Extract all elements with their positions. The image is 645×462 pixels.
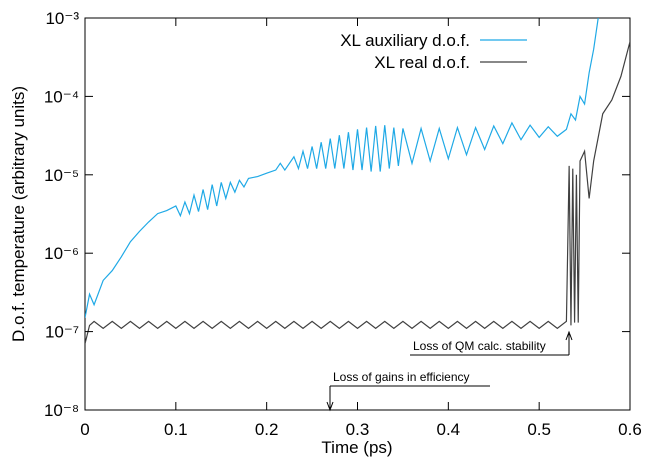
y-tick-label: 10⁻⁶ [44,244,79,263]
y-tick-label: 10⁻⁸ [44,401,79,420]
y-tick-label: 10⁻³ [45,9,79,28]
plot-area [85,18,630,344]
x-tick-label: 0.3 [346,420,370,439]
y-tick-label: 10⁻⁵ [44,166,79,185]
annotation-arrowhead [565,330,573,341]
x-tick-label: 0.4 [437,420,461,439]
data-line [85,18,599,318]
x-tick-label: 0.6 [618,420,642,439]
annotation-arrowhead [326,401,334,412]
x-tick-label: 0.5 [527,420,551,439]
legend-label: XL real d.o.f. [374,53,470,72]
y-tick-label: 10⁻⁴ [44,87,79,106]
y-tick-label: 10⁻⁷ [45,323,79,342]
annotation-text: Loss of gains in efficiency [333,370,470,384]
y-axis-label: D.o.f. temperature (arbitrary units) [9,86,28,342]
legend-label: XL auxiliary d.o.f. [340,31,470,50]
x-tick-label: 0.2 [255,420,279,439]
data-line [85,41,630,344]
plot-frame [84,17,631,411]
x-tick-label: 0 [80,420,89,439]
x-tick-label: 0.1 [164,420,188,439]
annotation-text: Loss of QM calc. stability [413,339,546,353]
x-axis-label: Time (ps) [321,438,392,457]
